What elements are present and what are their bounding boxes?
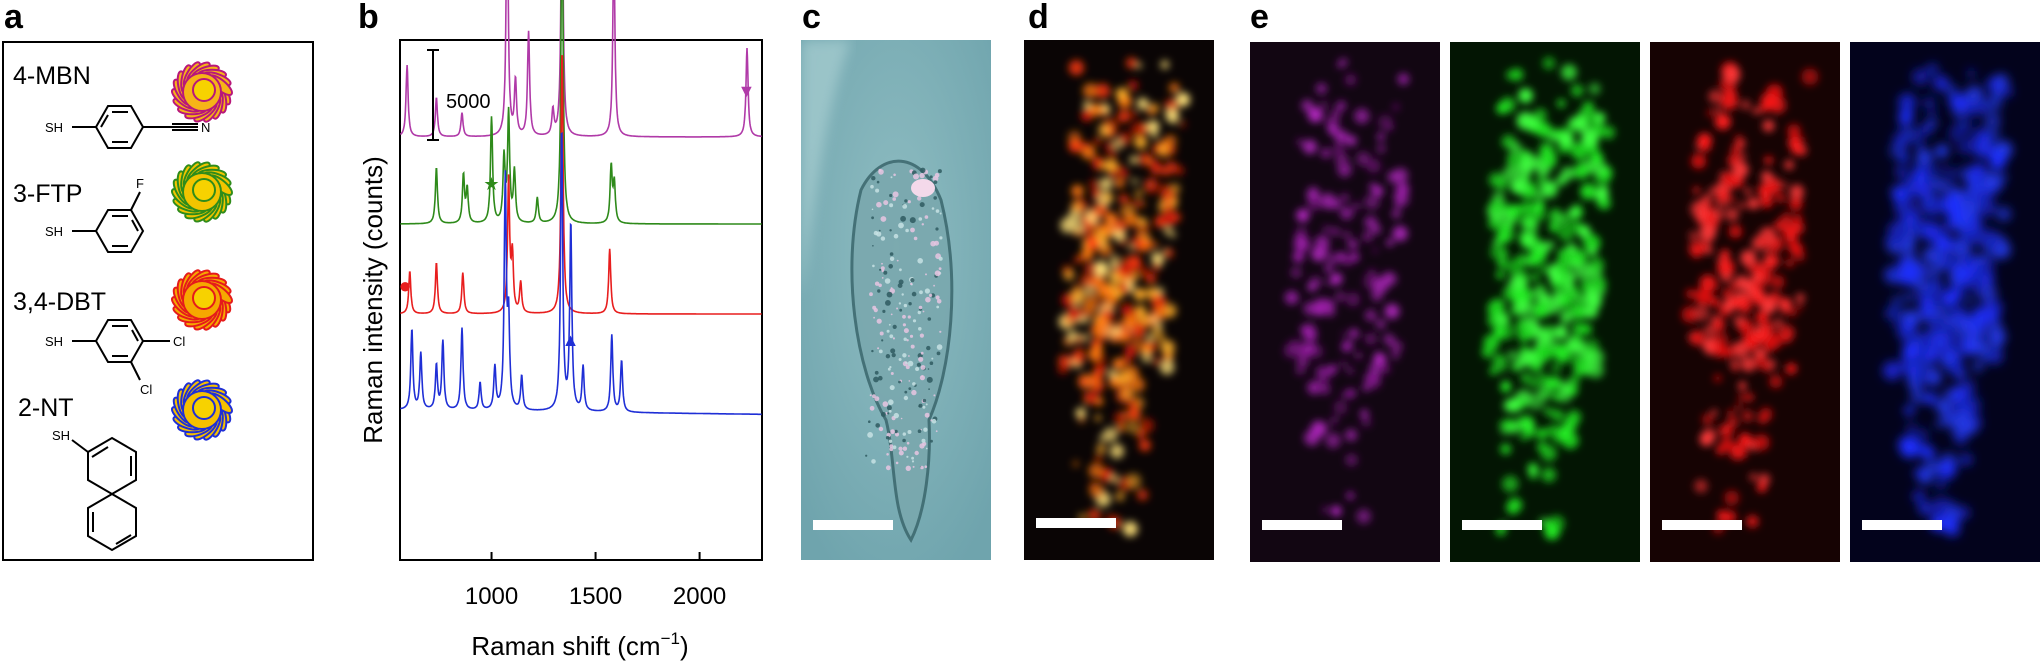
spectrum-line-1 xyxy=(399,0,762,138)
atom-cl1-34dbt: Cl xyxy=(173,334,185,349)
structure-2nt xyxy=(71,436,137,552)
atom-cl2-34dbt: Cl xyxy=(140,382,152,397)
peak-marker-3: ● xyxy=(399,273,412,298)
structure-4mbn xyxy=(72,105,198,149)
x-tick-label-1000: 1000 xyxy=(465,583,518,610)
structure-34dbt xyxy=(72,319,170,381)
nanoparticle-4 xyxy=(171,379,233,441)
molecule-label-4mbn: 4-MBN xyxy=(13,62,91,90)
molecule-label-34dbt: 3,4-DBT xyxy=(13,288,107,316)
channel-map-2nt xyxy=(1850,42,2040,562)
panel-label-a: a xyxy=(4,0,23,36)
channel-map-34dbt xyxy=(1650,42,1840,562)
x-tick-label-1500: 1500 xyxy=(569,583,622,610)
peak-marker-1: ▼ xyxy=(737,81,755,101)
raman-spectra-chart: ▼ ★ ● ▲ 1000 1500 2000 5000 Raman intensity (… xyxy=(358,0,763,661)
panel-label-e: e xyxy=(1250,0,1269,36)
scale-bar xyxy=(1462,520,1542,530)
scale-bar xyxy=(1036,518,1116,528)
spectrum-line-3 xyxy=(400,55,762,315)
atom-n-4mbn: N xyxy=(201,120,210,135)
x-axis-label: Raman shift (cm−1) xyxy=(471,629,688,661)
nanoparticle-2 xyxy=(171,161,233,223)
panel-label-b: b xyxy=(358,0,379,36)
structure-3ftp xyxy=(72,191,145,253)
chart-frame xyxy=(399,39,763,561)
x-tick-label-2000: 2000 xyxy=(673,583,726,610)
channel-map-3ftp xyxy=(1450,42,1640,562)
intensity-scale-bar: 5000 xyxy=(427,49,491,141)
sers-heatmap-image xyxy=(1024,40,1214,560)
panel-label-d: d xyxy=(1028,0,1049,36)
scale-bar xyxy=(1262,520,1342,530)
spectrum-line-4 xyxy=(400,131,762,416)
y-axis-label: Raman intensity (counts) xyxy=(358,156,388,444)
nanoparticle-icons xyxy=(171,61,233,441)
scale-bar-label: 5000 xyxy=(446,91,491,113)
scale-bar xyxy=(813,520,893,530)
brightfield-cell-image xyxy=(801,40,991,560)
atom-sh-34dbt: SH xyxy=(45,334,63,349)
atom-f-3ftp: F xyxy=(136,176,144,191)
panel-label-c: c xyxy=(802,0,821,36)
atom-sh-2nt: SH xyxy=(52,428,70,443)
peak-marker-2: ★ xyxy=(483,174,499,194)
channel-map-4mbn xyxy=(1250,42,1440,562)
molecule-label-2nt: 2-NT xyxy=(18,394,74,422)
molecule-structures: SH N SH F SH Cl Cl SH xyxy=(45,105,210,552)
scale-bar xyxy=(1862,520,1942,530)
atom-sh-3ftp: SH xyxy=(45,224,63,239)
atom-sh-4mbn: SH xyxy=(45,120,63,135)
panel-a-frame xyxy=(2,41,314,561)
spectrum-line-2 xyxy=(400,0,762,225)
scale-bar xyxy=(1662,520,1742,530)
nanoparticle-3 xyxy=(171,269,233,331)
nanoparticle-1 xyxy=(171,61,233,123)
peak-marker-4: ▲ xyxy=(562,330,580,350)
molecule-label-3ftp: 3-FTP xyxy=(13,180,83,208)
